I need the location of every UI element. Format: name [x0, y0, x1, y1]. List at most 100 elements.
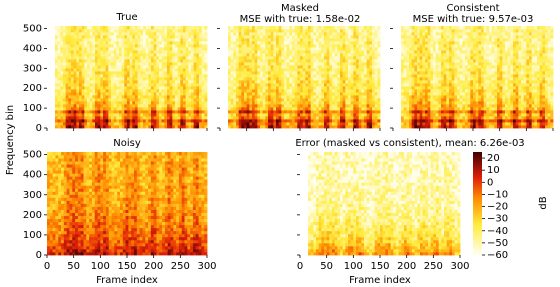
spectrogram-cell: [430, 68, 433, 71]
spectrogram-cell: [127, 80, 130, 83]
spectrogram-cell: [90, 41, 93, 44]
spectrogram-cell: [204, 77, 207, 80]
spectrogram-cell: [151, 101, 154, 104]
spectrogram-cell: [74, 110, 77, 113]
spectrogram-cell: [359, 68, 362, 71]
spectrogram-cell: [273, 101, 276, 104]
spectrogram-cell: [367, 95, 370, 98]
spectrogram-cell: [465, 35, 468, 38]
spectrogram-cell: [311, 92, 314, 95]
spectrogram-cell: [146, 86, 149, 89]
spectrogram-cell: [422, 119, 425, 122]
spectrogram-cell: [119, 80, 122, 83]
spectrogram-cell: [292, 92, 295, 95]
spectrogram-cell: [156, 59, 159, 62]
spectrogram-cell: [164, 107, 167, 110]
spectrogram-cell: [449, 80, 452, 83]
spectrogram-cell: [305, 56, 308, 59]
spectrogram-cell: [175, 41, 178, 44]
spectrogram-cell: [159, 56, 162, 59]
spectrogram-cell: [353, 89, 356, 92]
spectrogram-cell: [146, 77, 149, 80]
spectrogram-cell: [265, 56, 268, 59]
spectrogram-cell: [305, 38, 308, 41]
spectrogram-cell: [281, 104, 284, 107]
spectrogram-cell: [340, 32, 343, 35]
spectrogram-cell: [196, 56, 199, 59]
spectrogram-cell: [351, 80, 354, 83]
spectrogram-cell: [162, 125, 165, 128]
spectrogram-cell: [337, 125, 340, 128]
spectrogram-cell: [100, 59, 103, 62]
spectrogram-cell: [412, 77, 415, 80]
spectrogram-cell: [228, 44, 231, 47]
spectrogram-cell: [249, 65, 252, 68]
spectrogram-cell: [470, 65, 473, 68]
spectrogram-cell: [303, 83, 306, 86]
spectrogram-cell: [252, 92, 255, 95]
spectrogram-cell: [454, 101, 457, 104]
spectrogram-cell: [441, 26, 444, 29]
spectrogram-cell: [457, 77, 460, 80]
spectrogram-cell: [239, 26, 242, 29]
spectrogram-cell: [465, 101, 468, 104]
spectrogram-cell: [199, 95, 202, 98]
spectrogram-cell: [202, 26, 205, 29]
spectrogram-cell: [130, 107, 133, 110]
spectrogram-cell: [335, 74, 338, 77]
spectrogram-cell: [481, 53, 484, 56]
spectrogram-cell: [98, 26, 101, 29]
spectrogram-cell: [460, 101, 463, 104]
spectrogram-cell: [228, 38, 231, 41]
spectrogram-cell: [369, 86, 372, 89]
spectrogram-cell: [353, 29, 356, 32]
spectrogram-cell: [462, 122, 465, 125]
spectrogram-cell: [468, 125, 471, 128]
spectrogram-cell: [446, 50, 449, 53]
spectrogram-cell: [300, 77, 303, 80]
spectrogram-cell: [76, 116, 79, 119]
spectrogram-cell: [98, 98, 101, 101]
spectrogram-cell: [271, 122, 274, 125]
spectrogram-cell: [412, 86, 415, 89]
spectrogram-cell: [116, 41, 119, 44]
spectrogram-cell: [55, 35, 58, 38]
spectrogram-cell: [114, 32, 117, 35]
spectrogram-cell: [239, 56, 242, 59]
spectrogram-cell: [377, 92, 380, 95]
spectrogram-cell: [175, 32, 178, 35]
spectrogram-cell: [281, 113, 284, 116]
spectrogram-cell: [401, 83, 404, 86]
spectrogram-cell: [401, 125, 404, 128]
spectrogram-cell: [327, 41, 330, 44]
spectrogram-cell: [478, 44, 481, 47]
spectrogram-cell: [132, 89, 135, 92]
spectrogram-cell: [476, 113, 479, 116]
spectrogram-cell: [143, 80, 146, 83]
spectrogram-cell: [135, 38, 138, 41]
spectrogram-cell: [268, 35, 271, 38]
spectrogram-cell: [452, 113, 455, 116]
spectrogram-cell: [127, 41, 130, 44]
spectrogram-cell: [433, 53, 436, 56]
spectrogram-cell: [148, 98, 151, 101]
spectrogram-cell: [284, 32, 287, 35]
spectrogram-cell: [66, 47, 69, 50]
spectrogram-cell: [231, 107, 234, 110]
spectrogram-cell: [327, 29, 330, 32]
spectrogram-cell: [204, 35, 207, 38]
spectrogram-cell: [292, 38, 295, 41]
spectrogram-cell: [433, 107, 436, 110]
spectrogram-cell: [292, 41, 295, 44]
spectrogram-cell: [340, 86, 343, 89]
spectrogram-cell: [244, 71, 247, 74]
spectrogram-cell: [409, 59, 412, 62]
spectrogram-cell: [260, 38, 263, 41]
spectrogram-cell: [146, 122, 149, 125]
spectrogram-cell: [465, 47, 468, 50]
spectrogram-cell: [452, 56, 455, 59]
spectrogram-cell: [132, 62, 135, 65]
spectrogram-cell: [231, 41, 234, 44]
spectrogram-cell: [247, 59, 250, 62]
spectrogram-cell: [324, 26, 327, 29]
